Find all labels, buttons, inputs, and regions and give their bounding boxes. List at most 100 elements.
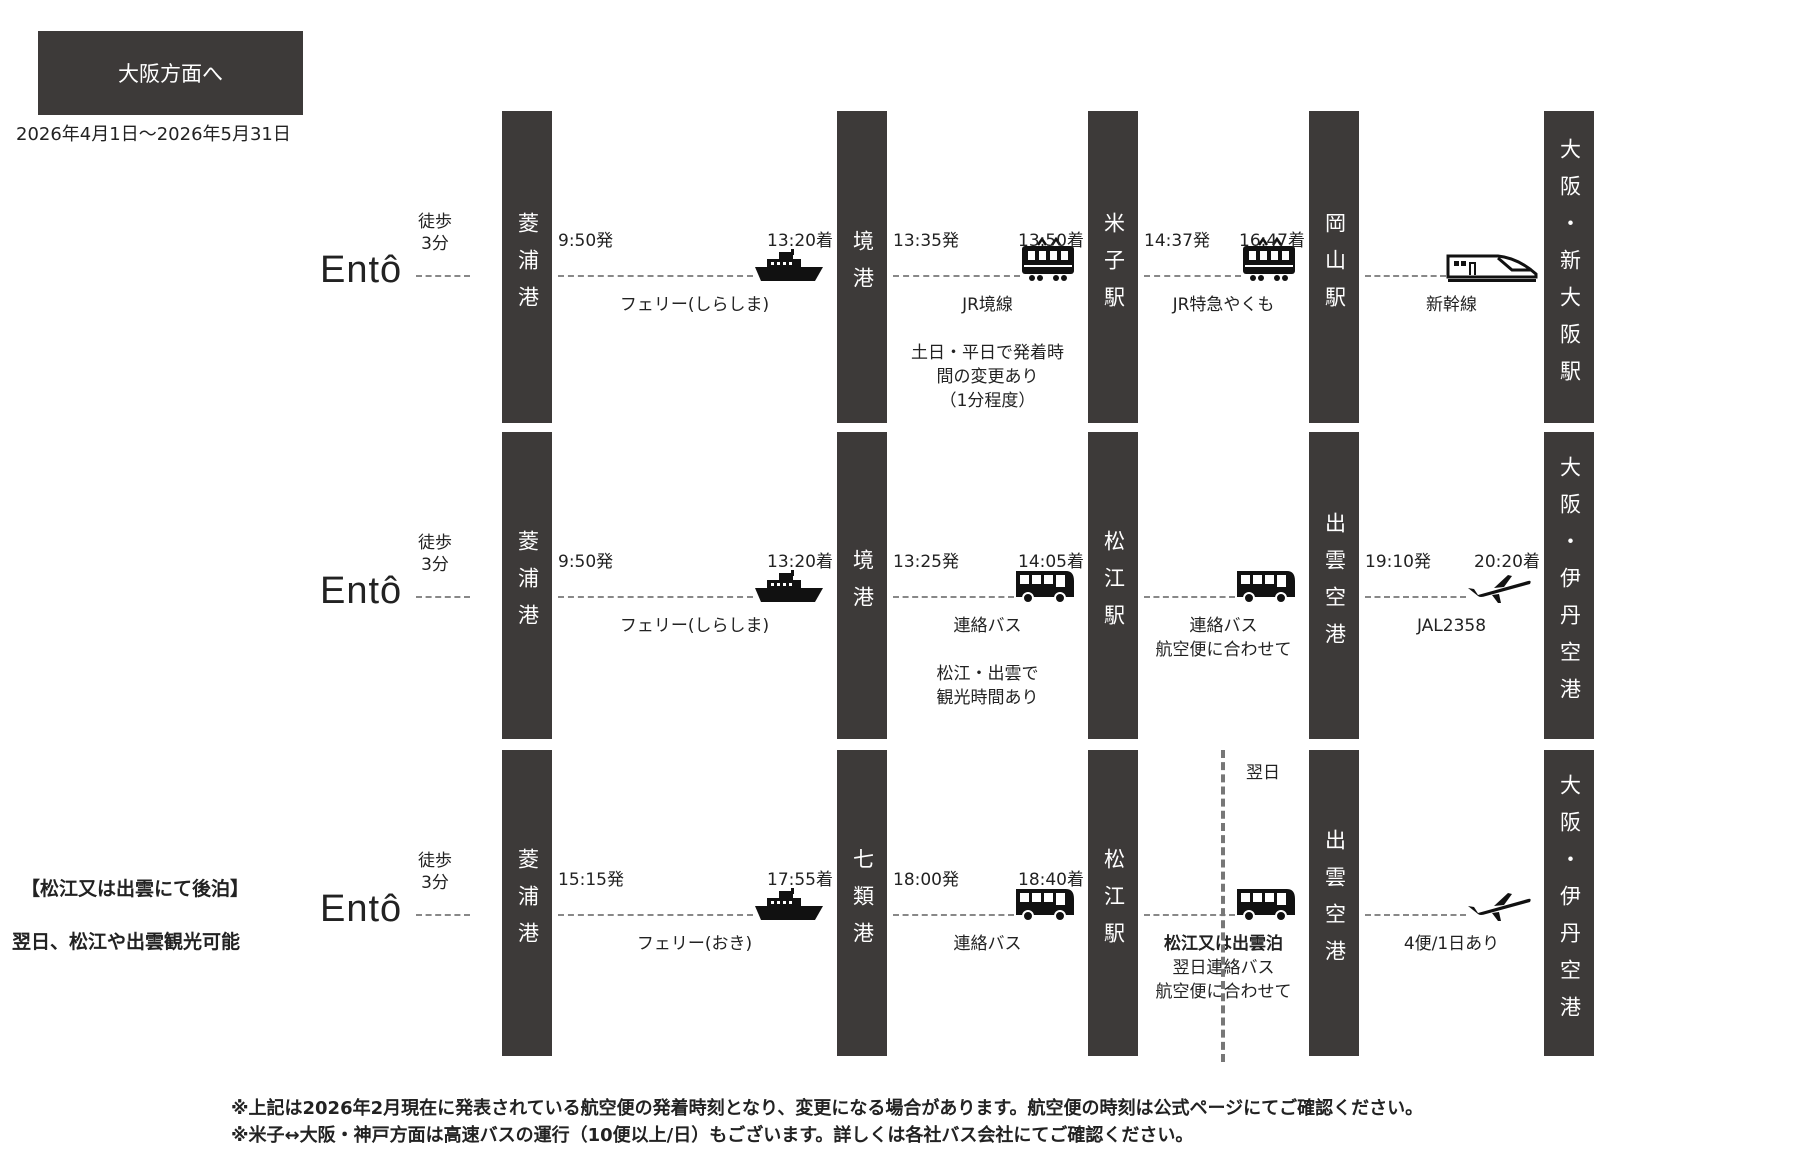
next-day-divider: [1221, 750, 1225, 1062]
station-大阪・伊丹空港: 大阪・伊丹空港: [1544, 432, 1594, 739]
route-note: JR境線: [962, 295, 1013, 315]
walk-time-line2: 3分: [421, 873, 449, 893]
plane-icon: [1466, 892, 1532, 926]
station-岡山駅: 岡山駅: [1309, 111, 1359, 423]
departure-time: 19:10発: [1365, 552, 1431, 572]
route-dashed-line: [1144, 596, 1235, 598]
bus-icon: [1235, 886, 1297, 926]
arrival-time: 14:05着: [1018, 552, 1084, 572]
station-出雲空港: 出雲空港: [1309, 750, 1359, 1056]
departure-time: 9:50発: [558, 231, 614, 251]
stayover-note-text: 翌日、松江や出雲観光可能: [12, 931, 241, 953]
station-label: 米子駅: [1101, 211, 1126, 323]
station-label: 七類港: [850, 847, 875, 959]
arrival-time: 13:20着: [767, 231, 833, 251]
walk-dashed-line: [416, 275, 470, 277]
direction-title: 大阪方面へ: [38, 31, 303, 115]
bus-icon: [1014, 886, 1076, 926]
station-label: 松江駅: [1101, 530, 1126, 641]
route-note: 新幹線: [1426, 295, 1477, 315]
station-label: 菱浦港: [515, 211, 540, 323]
arrival-time: 20:20着: [1474, 552, 1540, 572]
origin-ento: Entô: [320, 249, 403, 291]
station-label: 菱浦港: [515, 847, 540, 959]
departure-time: 15:15発: [558, 870, 624, 890]
route-note: （1分程度）: [939, 391, 1036, 411]
station-label: 松江駅: [1101, 847, 1126, 959]
station-label: 境港: [850, 548, 875, 623]
route-dashed-line: [1365, 596, 1466, 598]
route-dashed-line: [1365, 275, 1446, 277]
route-dashed-line: [1365, 914, 1466, 916]
station-label: 菱浦港: [515, 530, 540, 641]
departure-time: 18:00発: [893, 870, 959, 890]
station-label: 境港: [850, 230, 875, 304]
station-label: 大阪・伊丹空港: [1557, 773, 1582, 1033]
route-note: フェリー(しらしま): [619, 616, 770, 636]
station-大阪・新大阪駅: 大阪・新大阪駅: [1544, 111, 1594, 423]
route-dashed-line: [558, 914, 753, 916]
walk-time-line2: 3分: [421, 555, 449, 575]
route-note: 航空便に合わせて: [1155, 640, 1292, 660]
footer-note-2: ※米子↔大阪・神戸方面は高速バスの運行（10便以上/日）もございます。詳しくは各…: [231, 1125, 1194, 1146]
route-note: 間の変更あり: [936, 367, 1039, 387]
stayover-note-title: 【松江又は出雲にて後泊】: [21, 878, 250, 900]
route-dashed-line: [893, 275, 1020, 277]
station-米子駅: 米子駅: [1088, 111, 1138, 423]
footer-note-1: ※上記は2026年2月現在に発表されている航空便の発着時刻となり、変更になる場合…: [231, 1098, 1424, 1119]
route-note: 土日・平日で発着時: [911, 343, 1064, 363]
route-dashed-line: [558, 596, 753, 598]
departure-time: 13:25発: [893, 552, 959, 572]
ship-icon: [753, 249, 825, 287]
plane-icon: [1466, 574, 1532, 608]
bus-icon: [1235, 568, 1297, 608]
route-note: フェリー(しらしま): [619, 295, 770, 315]
station-label: 出雲空港: [1322, 511, 1347, 660]
station-出雲空港: 出雲空港: [1309, 432, 1359, 739]
station-label: 大阪・新大阪駅: [1557, 137, 1582, 397]
walk-dashed-line: [416, 914, 470, 916]
departure-time: 13:35発: [893, 231, 959, 251]
arrival-time: 13:20着: [767, 552, 833, 572]
route-note: 4便/1日あり: [1403, 934, 1500, 954]
origin-ento: Entô: [320, 570, 403, 612]
walk-time-line2: 3分: [421, 234, 449, 254]
station-七類港: 七類港: [837, 750, 887, 1056]
route-note: JR特急やくも: [1172, 295, 1275, 315]
station-大阪・伊丹空港: 大阪・伊丹空港: [1544, 750, 1594, 1056]
station-松江駅: 松江駅: [1088, 432, 1138, 739]
station-菱浦港: 菱浦港: [502, 750, 552, 1056]
station-境港: 境港: [837, 432, 887, 739]
walk-dashed-line: [416, 596, 470, 598]
arrival-time: 13:50着: [1018, 231, 1084, 251]
ship-icon: [753, 570, 825, 608]
route-note: 連絡バス: [1189, 616, 1258, 636]
valid-period: 2026年4月1日～2026年5月31日: [16, 124, 291, 145]
station-境港: 境港: [837, 111, 887, 423]
next-day-label: 翌日: [1246, 763, 1280, 783]
station-松江駅: 松江駅: [1088, 750, 1138, 1056]
route-dashed-line: [558, 275, 753, 277]
bus-icon: [1014, 568, 1076, 608]
route-note: 連絡バス: [953, 616, 1022, 636]
station-label: 大阪・伊丹空港: [1557, 456, 1582, 715]
departure-time: 14:37発: [1144, 231, 1210, 251]
route-note: 観光時間あり: [936, 688, 1039, 708]
arrival-time: 17:55着: [767, 870, 833, 890]
route-note: フェリー(おき): [636, 934, 753, 954]
route-dashed-line: [893, 914, 1014, 916]
route-note: 連絡バス: [953, 934, 1022, 954]
route-dashed-line: [893, 596, 1014, 598]
route-note: JAL2358: [1416, 616, 1487, 636]
train-icon: [1241, 236, 1297, 287]
departure-time: 9:50発: [558, 552, 614, 572]
arrival-time: 16:47着: [1239, 231, 1305, 251]
route-note: 松江・出雲で: [936, 664, 1039, 684]
train-icon: [1020, 236, 1076, 287]
walk-time-line1: 徒歩: [418, 533, 452, 553]
station-菱浦港: 菱浦港: [502, 432, 552, 739]
walk-time-line1: 徒歩: [418, 851, 452, 871]
station-label: 出雲空港: [1322, 829, 1347, 977]
walk-time-line1: 徒歩: [418, 212, 452, 232]
